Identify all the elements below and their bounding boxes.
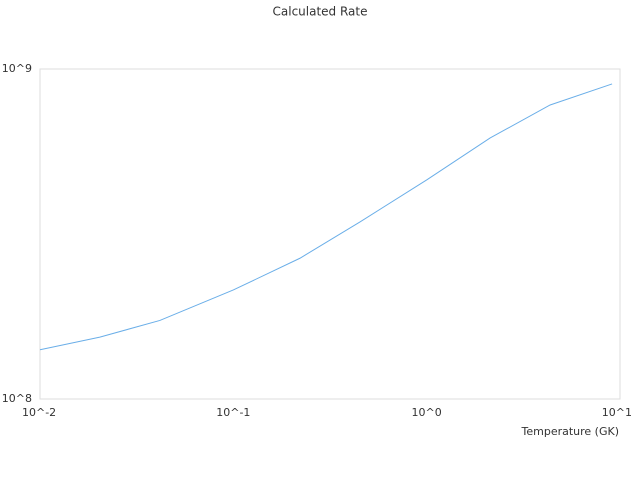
x-tick-label: 10^-1 — [216, 406, 250, 419]
x-tick-label: 10^0 — [412, 406, 442, 419]
y-tick-label: 10^8 — [2, 392, 32, 405]
x-axis-label: Temperature (GK) — [521, 425, 620, 438]
chart-title: Calculated Rate — [273, 5, 368, 19]
x-tick-label: 10^-2 — [22, 406, 56, 419]
plot-frame — [39, 68, 621, 400]
x-tick-label: 10^1 — [602, 406, 632, 419]
y-tick-label: 10^9 — [2, 62, 32, 75]
data-line — [39, 83, 613, 351]
